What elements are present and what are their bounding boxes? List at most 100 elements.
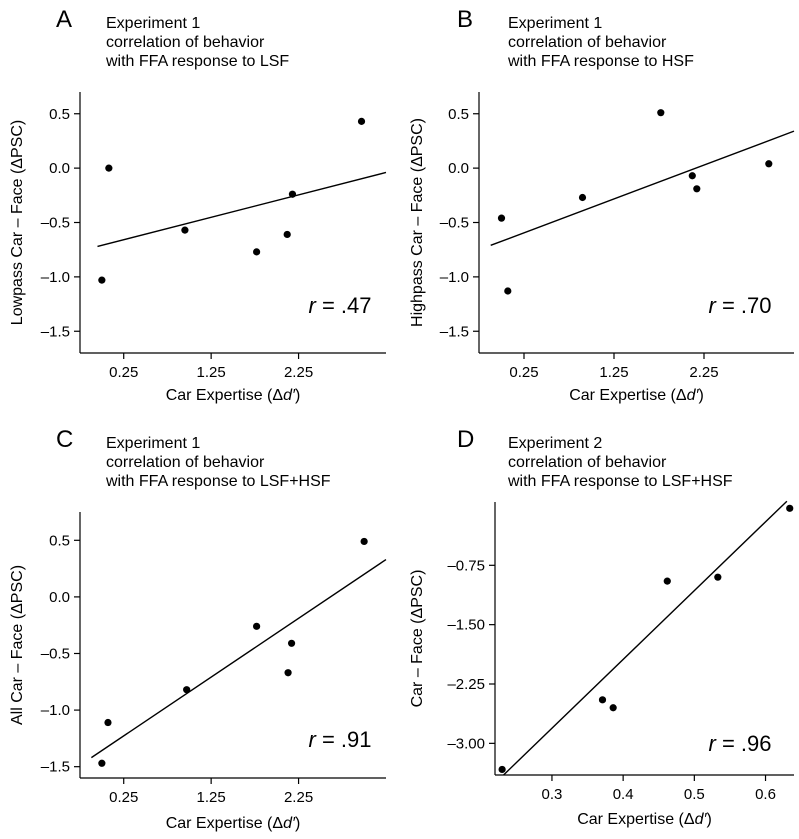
correlation-variable: r [309, 727, 318, 752]
chart-title: Experiment 1 correlation of behavior wit… [508, 14, 694, 71]
y-tick-label: –1.0 [41, 702, 70, 719]
x-axis-label: Car Expertise (Δd′) [577, 811, 712, 828]
x-tick-label: 0.5 [684, 786, 705, 803]
y-tick-label: –0.5 [440, 215, 469, 232]
x-tick-label: 2.25 [284, 364, 313, 381]
data-point [578, 193, 587, 202]
x-tick-label: 1.25 [197, 789, 226, 806]
data-point [357, 117, 366, 125]
data-point [765, 160, 773, 168]
panel-letter: B [457, 6, 474, 33]
title-line: with FFA response to HSF [508, 53, 694, 70]
y-tick-label: –1.5 [41, 759, 70, 776]
data-point [183, 686, 191, 694]
title-line: correlation of behavior [106, 34, 265, 51]
x-tick-label: 2.25 [689, 364, 718, 381]
data-point [105, 164, 113, 172]
x-axis-label-text: Car Expertise (Δ [569, 387, 687, 404]
chart-panel-b: B Experiment 1 correlation of behavior w… [400, 0, 799, 420]
data-point [504, 287, 512, 295]
x-axis-label-end: ) [698, 387, 703, 404]
chart-panel-c: C Experiment 1 correlation of behavior w… [0, 420, 400, 839]
y-tick-label: 0.5 [49, 106, 70, 123]
y-tick-label: –0.5 [41, 215, 70, 232]
data-point [253, 622, 261, 630]
data-point [360, 537, 368, 546]
x-axis-label-end: ) [295, 387, 300, 404]
correlation-variable: r [709, 731, 718, 756]
panel-letter: A [56, 6, 73, 33]
title-line: Experiment 2 [508, 435, 603, 452]
data-point [98, 759, 106, 767]
x-axis-label-end: ) [295, 815, 300, 832]
correlation-value: = .70 [716, 293, 772, 318]
data-point [104, 718, 112, 727]
chart-title: Experiment 2 correlation of behavior wit… [508, 434, 733, 491]
y-tick-label: 0.0 [49, 160, 70, 177]
correlation-value: = .47 [316, 293, 372, 318]
data-point [688, 172, 696, 180]
x-tick-label: 0.3 [542, 786, 563, 803]
panel-letter: D [457, 426, 475, 453]
x-tick-label: 2.25 [284, 789, 313, 806]
data-point [287, 639, 296, 647]
y-axis-label: Car – Face (ΔPSC) [409, 570, 426, 708]
correlation-label: r = .96 [709, 731, 772, 756]
y-axis-label: Highpass Car – Face (ΔPSC) [409, 118, 426, 327]
panel-letter: C [56, 426, 74, 453]
x-tick-label: 0.25 [509, 364, 538, 381]
data-point [98, 276, 106, 284]
x-tick-label: 0.6 [755, 786, 776, 803]
correlation-variable: r [709, 293, 718, 318]
x-axis-label-variable: d′ [687, 387, 700, 404]
data-point [598, 696, 607, 704]
correlation-label: r = .91 [309, 727, 372, 752]
x-axis-label-variable: d′ [695, 811, 708, 828]
correlation-label: r = .47 [309, 293, 372, 318]
x-axis-label-variable: d′ [283, 387, 296, 404]
x-axis-label-variable: d′ [283, 815, 296, 832]
y-axis-label: All Car – Face (ΔPSC) [9, 565, 26, 725]
x-tick-label: 0.4 [613, 786, 634, 803]
y-tick-label: –1.50 [447, 617, 485, 634]
y-tick-label: –1.5 [41, 323, 70, 340]
y-tick-label: –0.5 [41, 645, 70, 662]
data-point [497, 214, 506, 222]
correlation-value: = .91 [316, 727, 372, 752]
title-line: correlation of behavior [106, 454, 265, 471]
x-tick-label: 1.25 [197, 364, 226, 381]
title-line: Experiment 1 [508, 15, 603, 32]
title-line: with FFA response to LSF+HSF [508, 473, 733, 490]
data-point [693, 185, 701, 193]
x-axis-label: Car Expertise (Δd′) [569, 387, 704, 404]
x-axis-label-text: Car Expertise (Δ [166, 387, 284, 404]
x-tick-label: 0.25 [109, 364, 138, 381]
x-axis-label-text: Car Expertise (Δ [166, 815, 284, 832]
regression-line [503, 500, 788, 776]
y-tick-label: 0.5 [448, 106, 469, 123]
title-line: Experiment 1 [106, 15, 201, 32]
y-tick-label: 0.0 [448, 160, 469, 177]
regression-line [97, 171, 387, 248]
chart-title: Experiment 1 correlation of behavior wit… [106, 14, 289, 71]
x-tick-label: 1.25 [599, 364, 628, 381]
regression-line [90, 558, 387, 759]
chart-title: Experiment 1 correlation of behavior wit… [106, 434, 331, 491]
y-tick-label: –0.75 [447, 557, 485, 574]
y-tick-label: 0.5 [49, 532, 70, 549]
y-axis-label: Lowpass Car – Face (ΔPSC) [9, 120, 26, 325]
correlation-label: r = .70 [709, 293, 772, 318]
y-tick-label: –1.5 [440, 323, 469, 340]
y-tick-label: 0.0 [49, 589, 70, 606]
x-axis-label: Car Expertise (Δd′) [166, 387, 301, 404]
correlation-value: = .96 [716, 731, 772, 756]
chart-panel-a: A Experiment 1 correlation of behavior w… [0, 0, 400, 420]
scatter-plot: –3.00 –2.25 –1.50 –0.75 0.3 0.4 0.5 0.6 Car Expe… [409, 500, 794, 828]
x-tick-label: 0.25 [109, 789, 138, 806]
x-axis-label-end: ) [706, 811, 711, 828]
title-line: correlation of behavior [508, 34, 667, 51]
regression-line [490, 130, 795, 246]
data-point [283, 230, 291, 239]
